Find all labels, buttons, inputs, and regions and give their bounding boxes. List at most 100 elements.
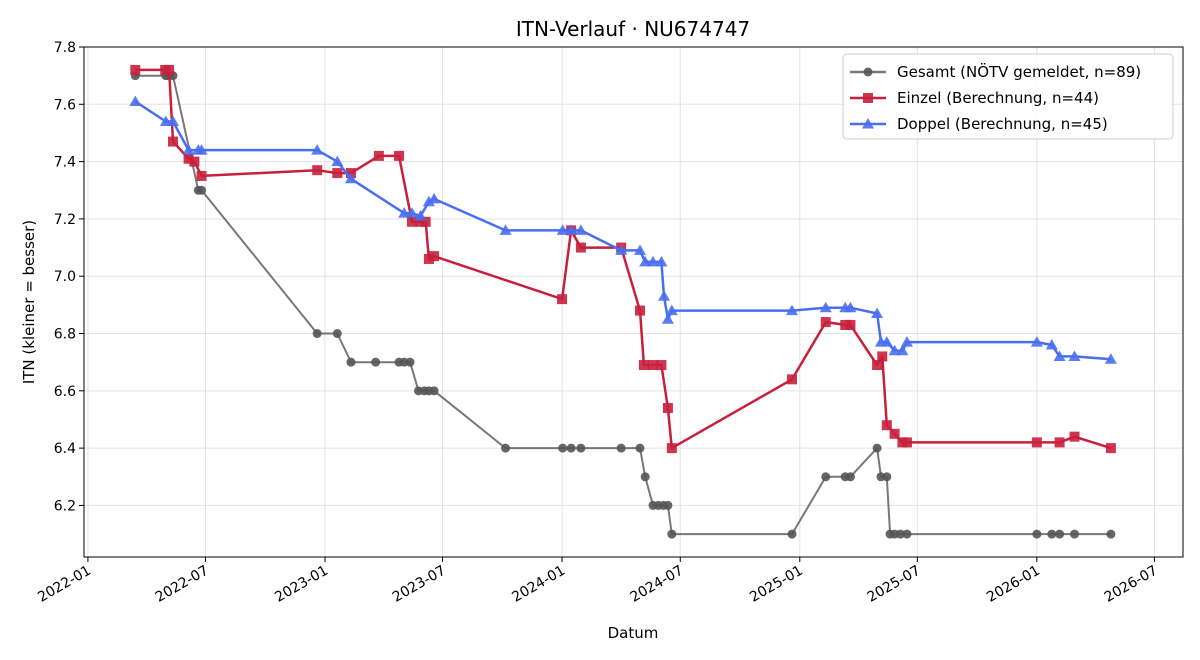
x-tick-label: 2023-01 [272,563,331,606]
data-point-gesamt [312,329,322,339]
data-point-doppel [646,255,659,267]
data-point-gesamt [787,529,797,539]
data-point-gesamt [566,443,576,453]
data-point-doppel [785,304,798,316]
data-point-doppel [499,224,512,235]
data-point-doppel [615,244,628,255]
data-point-doppel [574,224,587,235]
data-point-gesamt [558,443,568,453]
data-point-einzel [881,420,892,431]
data-point-gesamt [405,357,415,367]
data-point-einzel [394,150,405,161]
data-point-gesamt [902,529,912,539]
y-axis-label: ITN (kleiner = besser) [20,220,38,384]
data-point-einzel [845,319,856,330]
legend: Gesamt (NÖTV gemeldet, n=89) Einzel (Bere… [842,53,1174,140]
x-tick-label: 2024-07 [628,563,687,606]
data-point-gesamt [872,443,882,453]
y-tick-label: 7.6 [54,97,76,113]
x-tick-label: 2024-01 [509,563,568,606]
data-point-doppel [871,307,884,318]
plot-area-frame [83,46,1184,558]
data-point-gesamt [845,472,855,482]
data-point-einzel [786,374,797,385]
y-axis-ticks: 6.2 6.4 6.6 6.8 7.0 7.2 7.4 7.6 7.8 [54,40,84,514]
data-point-einzel [189,156,200,167]
data-point-einzel [1031,437,1042,448]
data-point-doppel [639,255,652,267]
series-doppel [129,95,1117,364]
data-point-doppel [658,290,671,301]
x-axis-ticks: 2022-01 2022-07 2023-01 2023-07 2024-01 2024-… [35,557,1160,606]
data-point-einzel [638,360,649,371]
data-point-gesamt [1032,529,1042,539]
data-point-doppel [819,301,832,313]
data-point-doppel [166,115,179,126]
data-point-einzel [1069,431,1080,442]
x-tick-label: 2025-01 [747,563,806,606]
x-tick-label: 2026-07 [1102,563,1161,606]
x-tick-label: 2026-01 [984,563,1043,606]
data-point-einzel [183,153,194,164]
data-point-einzel [373,150,384,161]
data-point-gesamt [346,357,356,367]
y-tick-label: 6.4 [54,441,76,457]
data-point-einzel [877,351,888,362]
data-point-gesamt [640,472,650,482]
data-point-doppel [414,210,427,221]
data-point-doppel [182,144,195,155]
legend-box [842,53,1174,140]
x-tick-label: 2022-01 [35,563,94,606]
data-point-doppel [896,344,909,356]
data-point-gesamt [1070,529,1080,539]
data-point-gesamt [895,529,905,539]
x-axis-label: Datum [608,624,659,642]
data-point-einzel [407,216,418,227]
data-point-gesamt [371,357,381,367]
data-point-einzel [420,216,431,227]
y-tick-label: 6.2 [54,498,76,514]
data-point-gesamt [1055,529,1065,539]
data-point-gesamt [663,500,673,510]
series-line-gesamt [135,74,1111,536]
data-point-einzel [423,254,434,265]
y-tick-label: 7.2 [54,212,76,228]
legend-label-einzel: Einzel (Berechnung, n=44) [897,89,1099,107]
data-point-doppel [880,336,893,347]
data-point-doppel [1053,350,1066,361]
data-point-gesamt [332,329,342,339]
data-point-einzel [312,165,323,176]
x-tick-label: 2022-07 [153,563,212,606]
data-point-gesamt [667,529,677,539]
data-point-doppel [556,224,569,235]
data-point-einzel [656,360,667,371]
data-point-einzel [167,136,178,147]
series-gesamt [130,71,1116,539]
chart-title: ITN-Verlauf · NU674747 [516,17,750,41]
data-point-einzel [666,443,677,454]
data-point-gesamt [616,443,626,453]
data-point-einzel [575,242,586,253]
data-point-einzel [164,64,175,75]
data-point-einzel [647,360,658,371]
data-point-gesamt [821,472,831,482]
data-point-einzel [1105,443,1116,454]
y-tick-label: 6.6 [54,384,76,400]
y-tick-label: 7.8 [54,40,76,56]
legend-marker-einzel [863,93,873,103]
legend-marker-gesamt [863,67,873,77]
data-point-doppel [1030,336,1043,347]
data-point-doppel [331,155,344,167]
data-point-einzel [872,360,883,371]
data-point-doppel [665,304,678,316]
y-tick-label: 6.8 [54,327,76,343]
x-tick-label: 2025-07 [865,563,924,606]
data-point-doppel [565,224,578,235]
legend-label-gesamt: Gesamt (NÖTV gemeldet, n=89) [897,62,1141,81]
data-point-doppel [428,192,441,204]
data-point-gesamt [501,443,511,453]
data-point-einzel [196,170,207,181]
y-tick-label: 7.0 [54,269,76,285]
legend-entries: Gesamt (NÖTV gemeldet, n=89) Einzel (Bere… [850,62,1141,133]
